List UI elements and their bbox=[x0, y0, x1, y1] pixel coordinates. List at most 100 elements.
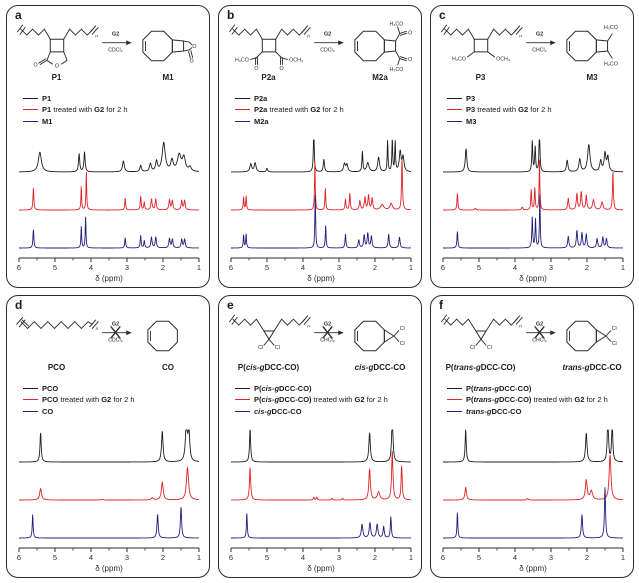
spectrum-trace bbox=[442, 454, 624, 501]
spectrum-trace bbox=[442, 194, 624, 249]
legend: PCO PCO treated with G2 for 2 h CO bbox=[23, 383, 202, 417]
reactant-structure-drawing: Cl Cl n bbox=[440, 314, 523, 351]
x-tick-label: 6 bbox=[229, 263, 233, 272]
x-tick-label: 1 bbox=[197, 263, 201, 272]
legend-label: PCO bbox=[42, 383, 58, 394]
atom-label: O bbox=[189, 59, 193, 65]
atom-label: O bbox=[408, 57, 412, 63]
product-structure-drawing: H₃CO H₃CO bbox=[565, 25, 617, 68]
legend-entry: trans-gDCC-CO bbox=[447, 406, 626, 417]
x-tick-label: 6 bbox=[17, 263, 21, 272]
x-tick-label: 1 bbox=[621, 263, 625, 272]
text-segment: DCC-CO) bbox=[498, 384, 532, 393]
legend-entry: P(trans-gDCC-CO) bbox=[447, 383, 626, 394]
solvent-label: CDCl₃ bbox=[320, 48, 334, 54]
legend-swatch bbox=[23, 388, 38, 390]
text-segment: g bbox=[494, 384, 499, 393]
legend-entry: P1 treated with G2 for 2 h bbox=[23, 104, 202, 115]
legend: P(trans-gDCC-CO) P(trans-gDCC-CO) treated… bbox=[447, 383, 626, 417]
text-segment: CO bbox=[42, 406, 54, 416]
atom-label: O bbox=[54, 63, 58, 69]
legend-entry: P3 bbox=[447, 93, 626, 104]
arrowhead-icon bbox=[337, 330, 344, 336]
panel-letter: e bbox=[227, 298, 234, 312]
atom-label: H₃CO bbox=[603, 25, 617, 31]
x-tick-label: 5 bbox=[53, 553, 57, 562]
reactant-structure-drawing: n bbox=[15, 317, 98, 331]
product-structure-drawing: H₃CO O H₃CO O bbox=[353, 21, 412, 73]
spectrum-trace bbox=[442, 139, 624, 173]
text-segment: P1 bbox=[42, 105, 52, 115]
text-segment: - bbox=[365, 363, 369, 372]
text-segment: DCC-CO bbox=[491, 406, 522, 416]
text-segment: - bbox=[491, 395, 495, 405]
text-segment: for 2 h bbox=[528, 105, 552, 115]
text-segment: treated with bbox=[531, 395, 575, 405]
reagent-label: G2 bbox=[111, 31, 118, 37]
figure-panel-d: d n PCO G2 CDCl₃ CO PCO PCO treated with G… bbox=[6, 295, 210, 578]
reaction-arrow: G2 CHCl₃ bbox=[312, 317, 346, 347]
text-segment: M2a bbox=[372, 73, 388, 82]
atom-label: H₃CO bbox=[389, 67, 403, 73]
reaction-arrow: G2 CHCl₃ bbox=[524, 317, 558, 347]
legend-entry: P(cis-gDCC-CO) bbox=[235, 383, 414, 394]
text-segment: trans bbox=[473, 395, 492, 405]
legend-swatch bbox=[235, 399, 250, 401]
x-tick-label: 5 bbox=[53, 263, 57, 272]
legend-swatch bbox=[23, 399, 38, 401]
text-segment: DCC-CO) bbox=[480, 363, 516, 372]
arrow-icon: G2 CDCl₃ bbox=[101, 31, 132, 54]
text-segment: g bbox=[274, 395, 280, 405]
product-structure-drawing: Cl Cl bbox=[353, 320, 404, 352]
atom-label: Cl bbox=[611, 326, 616, 332]
product-structure-drawing: OO bbox=[141, 30, 196, 65]
spectrum-trace bbox=[18, 506, 200, 539]
reaction-arrow: G2 CDCl₃ bbox=[100, 27, 134, 57]
panel-letter: a bbox=[15, 8, 22, 22]
text-segment: for 2 h bbox=[364, 395, 388, 405]
text-segment: PCO bbox=[47, 363, 66, 372]
product-structure: CO bbox=[135, 308, 202, 372]
atom-label: H₃CO bbox=[451, 56, 465, 62]
legend-label: P1 treated with G2 for 2 h bbox=[42, 104, 128, 115]
text-segment: g bbox=[494, 395, 499, 405]
spectrum-trace bbox=[230, 194, 412, 249]
atom-label: Cl bbox=[274, 345, 279, 351]
solvent-label: CDCl₃ bbox=[108, 338, 122, 344]
x-tick-label: 1 bbox=[409, 263, 413, 272]
product-structure-drawing bbox=[146, 320, 178, 352]
text-segment: cis bbox=[261, 384, 272, 393]
text-segment: M1 bbox=[162, 73, 174, 82]
arrowhead-icon bbox=[125, 330, 132, 336]
cross-icon bbox=[533, 326, 545, 339]
legend-label: P2a treated with G2 for 2 h bbox=[254, 104, 344, 115]
atom-label: OCH₃ bbox=[289, 58, 303, 64]
legend-label: M3 bbox=[466, 116, 476, 127]
spectrum-trace bbox=[442, 429, 624, 463]
text-segment: g bbox=[475, 363, 481, 372]
legend-swatch bbox=[23, 109, 38, 111]
text-segment: DCC-CO bbox=[373, 363, 406, 372]
text-segment: - bbox=[256, 363, 260, 372]
x-tick-label: 2 bbox=[161, 553, 165, 562]
legend-label: P3 treated with G2 for 2 h bbox=[466, 104, 552, 115]
text-segment: trans bbox=[466, 406, 485, 416]
legend-entry: P(cis-gDCC-CO) treated with G2 for 2 h bbox=[235, 394, 414, 405]
x-axis-label: δ (ppm) bbox=[95, 274, 123, 283]
text-segment: cis bbox=[254, 406, 265, 416]
arrow-icon: G2 CDCl₃ bbox=[101, 321, 132, 344]
reaction-arrow: G2 CDCl₃ bbox=[312, 27, 346, 57]
reactant-label: P2a bbox=[261, 73, 275, 82]
x-tick-label: 4 bbox=[513, 553, 517, 562]
text-segment: P( bbox=[445, 363, 454, 372]
text-segment: - bbox=[491, 384, 495, 393]
text-segment: DCC-CO bbox=[271, 406, 302, 416]
nmr-spectra-plot: 6 5 4 3 2 1 δ (ppm) bbox=[17, 141, 201, 283]
text-segment: M3 bbox=[586, 73, 598, 82]
legend-entry: M2a bbox=[235, 116, 414, 127]
text-segment: for 2 h bbox=[104, 105, 128, 115]
legend-entry: PCO treated with G2 for 2 h bbox=[23, 394, 202, 405]
text-segment: P( bbox=[466, 384, 474, 393]
